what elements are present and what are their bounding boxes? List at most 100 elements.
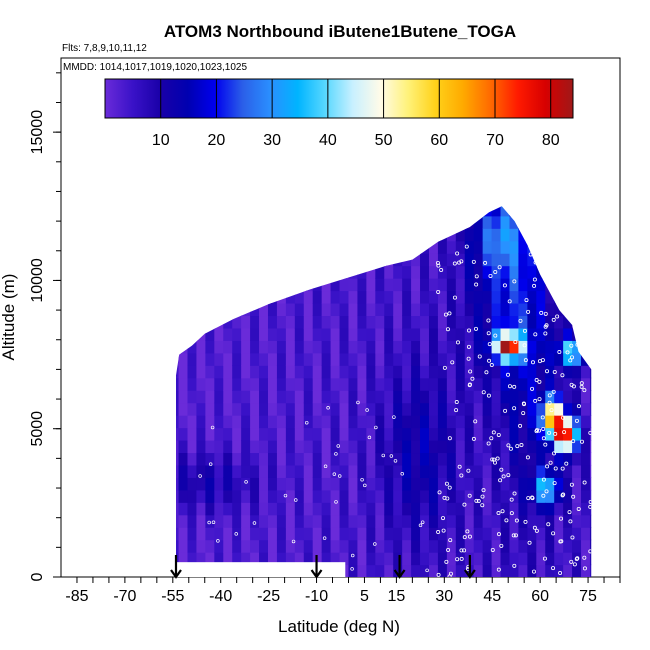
- heatmap-cell: [330, 402, 341, 416]
- heatmap-cell: [223, 352, 233, 366]
- heatmap-cell: [589, 539, 592, 553]
- sample-marker: [507, 384, 512, 389]
- heatmap-cell: [330, 439, 341, 454]
- heatmap-cell: [366, 365, 376, 379]
- heatmap-cell: [545, 415, 555, 429]
- heatmap-cell: [321, 365, 332, 379]
- heatmap-cell: [393, 402, 403, 416]
- heatmap-cell: [527, 439, 537, 454]
- heatmap-cell: [473, 390, 484, 404]
- heatmap-cell: [294, 228, 305, 242]
- heatmap-cell: [518, 539, 528, 553]
- heatmap-cell: [196, 240, 206, 254]
- heatmap-cell: [545, 178, 555, 191]
- heatmap-cell: [223, 514, 233, 528]
- heatmap-cell: [446, 552, 457, 566]
- heatmap-cell: [589, 315, 592, 329]
- heatmap-cell: [175, 377, 180, 391]
- heatmap-cell: [339, 278, 350, 292]
- heatmap-cell: [223, 191, 233, 204]
- heatmap-cell: [294, 315, 305, 329]
- heatmap-cell: [474, 178, 484, 191]
- heatmap-cell: [420, 390, 430, 404]
- sample-marker: [559, 242, 564, 247]
- heatmap-cell: [330, 427, 341, 441]
- heatmap-cell: [581, 278, 591, 292]
- heatmap-cell: [330, 452, 341, 466]
- heatmap-cell: [518, 402, 528, 416]
- heatmap-cell: [554, 514, 564, 528]
- heatmap-cell: [563, 302, 573, 317]
- sample-marker: [400, 472, 404, 476]
- heatmap-cell: [241, 502, 251, 516]
- sample-marker: [562, 262, 567, 267]
- heatmap-cell: [437, 278, 448, 292]
- heatmap-cell: [563, 539, 573, 553]
- heatmap-cell: [267, 327, 278, 341]
- heatmap-cell: [232, 365, 242, 379]
- heatmap-cell: [527, 228, 537, 242]
- heatmap-cell: [303, 415, 314, 429]
- heatmap-cell: [491, 228, 502, 242]
- heatmap-cell: [420, 464, 430, 478]
- x-tick-label: 30: [435, 588, 453, 605]
- heatmap-cell: [554, 265, 564, 279]
- sample-marker: [466, 468, 471, 473]
- heatmap-cell: [446, 415, 457, 429]
- heatmap-cell: [482, 206, 493, 217]
- heatmap-cell: [572, 377, 582, 391]
- heatmap-cell: [175, 365, 180, 379]
- heatmap-cell: [187, 315, 198, 329]
- heatmap-cell: [500, 427, 511, 441]
- heatmap-cell: [178, 265, 189, 279]
- heatmap-cell: [527, 464, 537, 478]
- sample-marker: [448, 571, 453, 576]
- heatmap-cell: [267, 402, 278, 416]
- surface-gap: [175, 562, 346, 577]
- heatmap-cell: [428, 489, 439, 503]
- heatmap-cell: [285, 427, 296, 441]
- heatmap-cell: [285, 390, 296, 404]
- heatmap-cell: [455, 315, 466, 329]
- heatmap-cell: [455, 452, 466, 466]
- heatmap-cell: [384, 265, 394, 279]
- heatmap-cell: [411, 489, 421, 503]
- heatmap-cell: [339, 290, 350, 304]
- heatmap-cell: [411, 253, 421, 267]
- heatmap-cell: [375, 340, 385, 354]
- heatmap-cell: [482, 427, 493, 441]
- heatmap-cell: [196, 302, 206, 317]
- heatmap-cell: [322, 178, 332, 191]
- heatmap-cell: [589, 402, 592, 416]
- heatmap-cell: [205, 228, 215, 242]
- sample-marker: [486, 318, 491, 323]
- heatmap-cell: [455, 564, 466, 577]
- heatmap-cell: [509, 365, 520, 379]
- heatmap-cell: [285, 240, 296, 254]
- heatmap-cell: [500, 564, 511, 577]
- heatmap-cell: [437, 265, 448, 279]
- heatmap-cell: [411, 290, 421, 304]
- heatmap-cell: [250, 215, 260, 229]
- heatmap-cell: [303, 327, 314, 341]
- heatmap-cell: [393, 564, 403, 577]
- heatmap-cell: [500, 315, 511, 329]
- heatmap-cell: [563, 377, 573, 391]
- sample-marker: [499, 543, 504, 548]
- heatmap-cell: [411, 527, 421, 541]
- heatmap-cell: [267, 514, 278, 528]
- sample-marker: [481, 390, 486, 395]
- heatmap-cell: [348, 340, 359, 354]
- heatmap-cell: [572, 489, 582, 503]
- heatmap-cell: [170, 191, 180, 204]
- heatmap-cell: [589, 452, 592, 466]
- heatmap-cell: [232, 514, 242, 528]
- heatmap-cell: [589, 514, 592, 528]
- heatmap-cell: [250, 439, 260, 454]
- x-tick-label: 45: [483, 588, 501, 605]
- heatmap-cell: [187, 265, 198, 279]
- sample-marker: [508, 446, 513, 451]
- heatmap-cell: [491, 464, 502, 478]
- heatmap-cell: [446, 240, 457, 254]
- arrow-head: [463, 569, 476, 579]
